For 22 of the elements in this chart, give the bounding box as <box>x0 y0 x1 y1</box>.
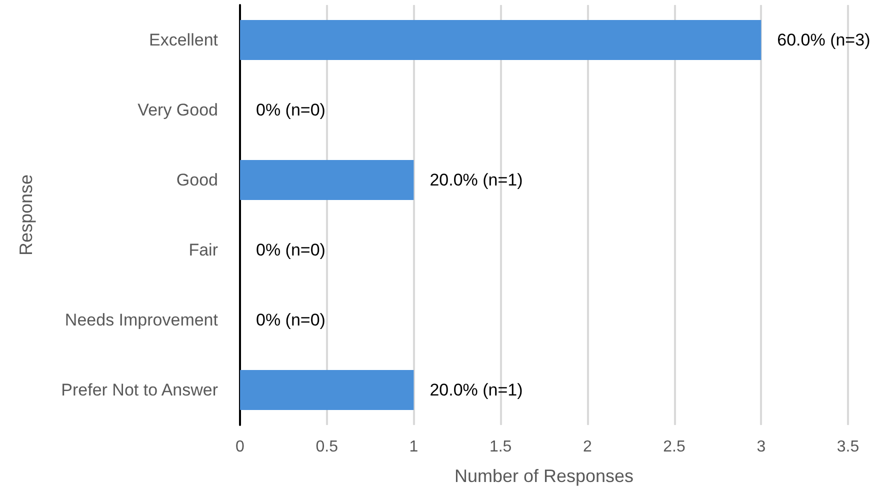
data-label: 0% (n=0) <box>256 240 326 260</box>
y-tick-label: Fair <box>188 240 218 260</box>
y-tick-label: Very Good <box>138 100 218 120</box>
x-tick-label: 1.5 <box>489 438 512 456</box>
y-axis-title: Response <box>16 174 36 256</box>
data-label: 0% (n=0) <box>256 310 326 330</box>
data-label: 0% (n=0) <box>256 100 326 120</box>
x-tick-label: 1 <box>409 438 418 456</box>
y-tick-label: Prefer Not to Answer <box>61 380 218 400</box>
data-label: 20.0% (n=1) <box>430 170 523 190</box>
data-label: 60.0% (n=3) <box>777 30 870 50</box>
x-axis-title: Number of Responses <box>454 466 634 486</box>
data-label: 20.0% (n=1) <box>430 380 523 400</box>
x-tick-label: 0.5 <box>316 438 338 456</box>
x-tick-label: 0 <box>236 438 245 456</box>
x-tick-label: 3 <box>756 438 766 456</box>
x-tick-label: 2 <box>582 438 592 456</box>
y-tick-label: Needs Improvement <box>64 310 218 330</box>
x-tick-label: 2.5 <box>663 438 686 456</box>
y-tick-label: Good <box>176 170 218 190</box>
y-tick-label: Excellent <box>149 30 218 50</box>
x-tick-label: 3.5 <box>836 438 860 456</box>
